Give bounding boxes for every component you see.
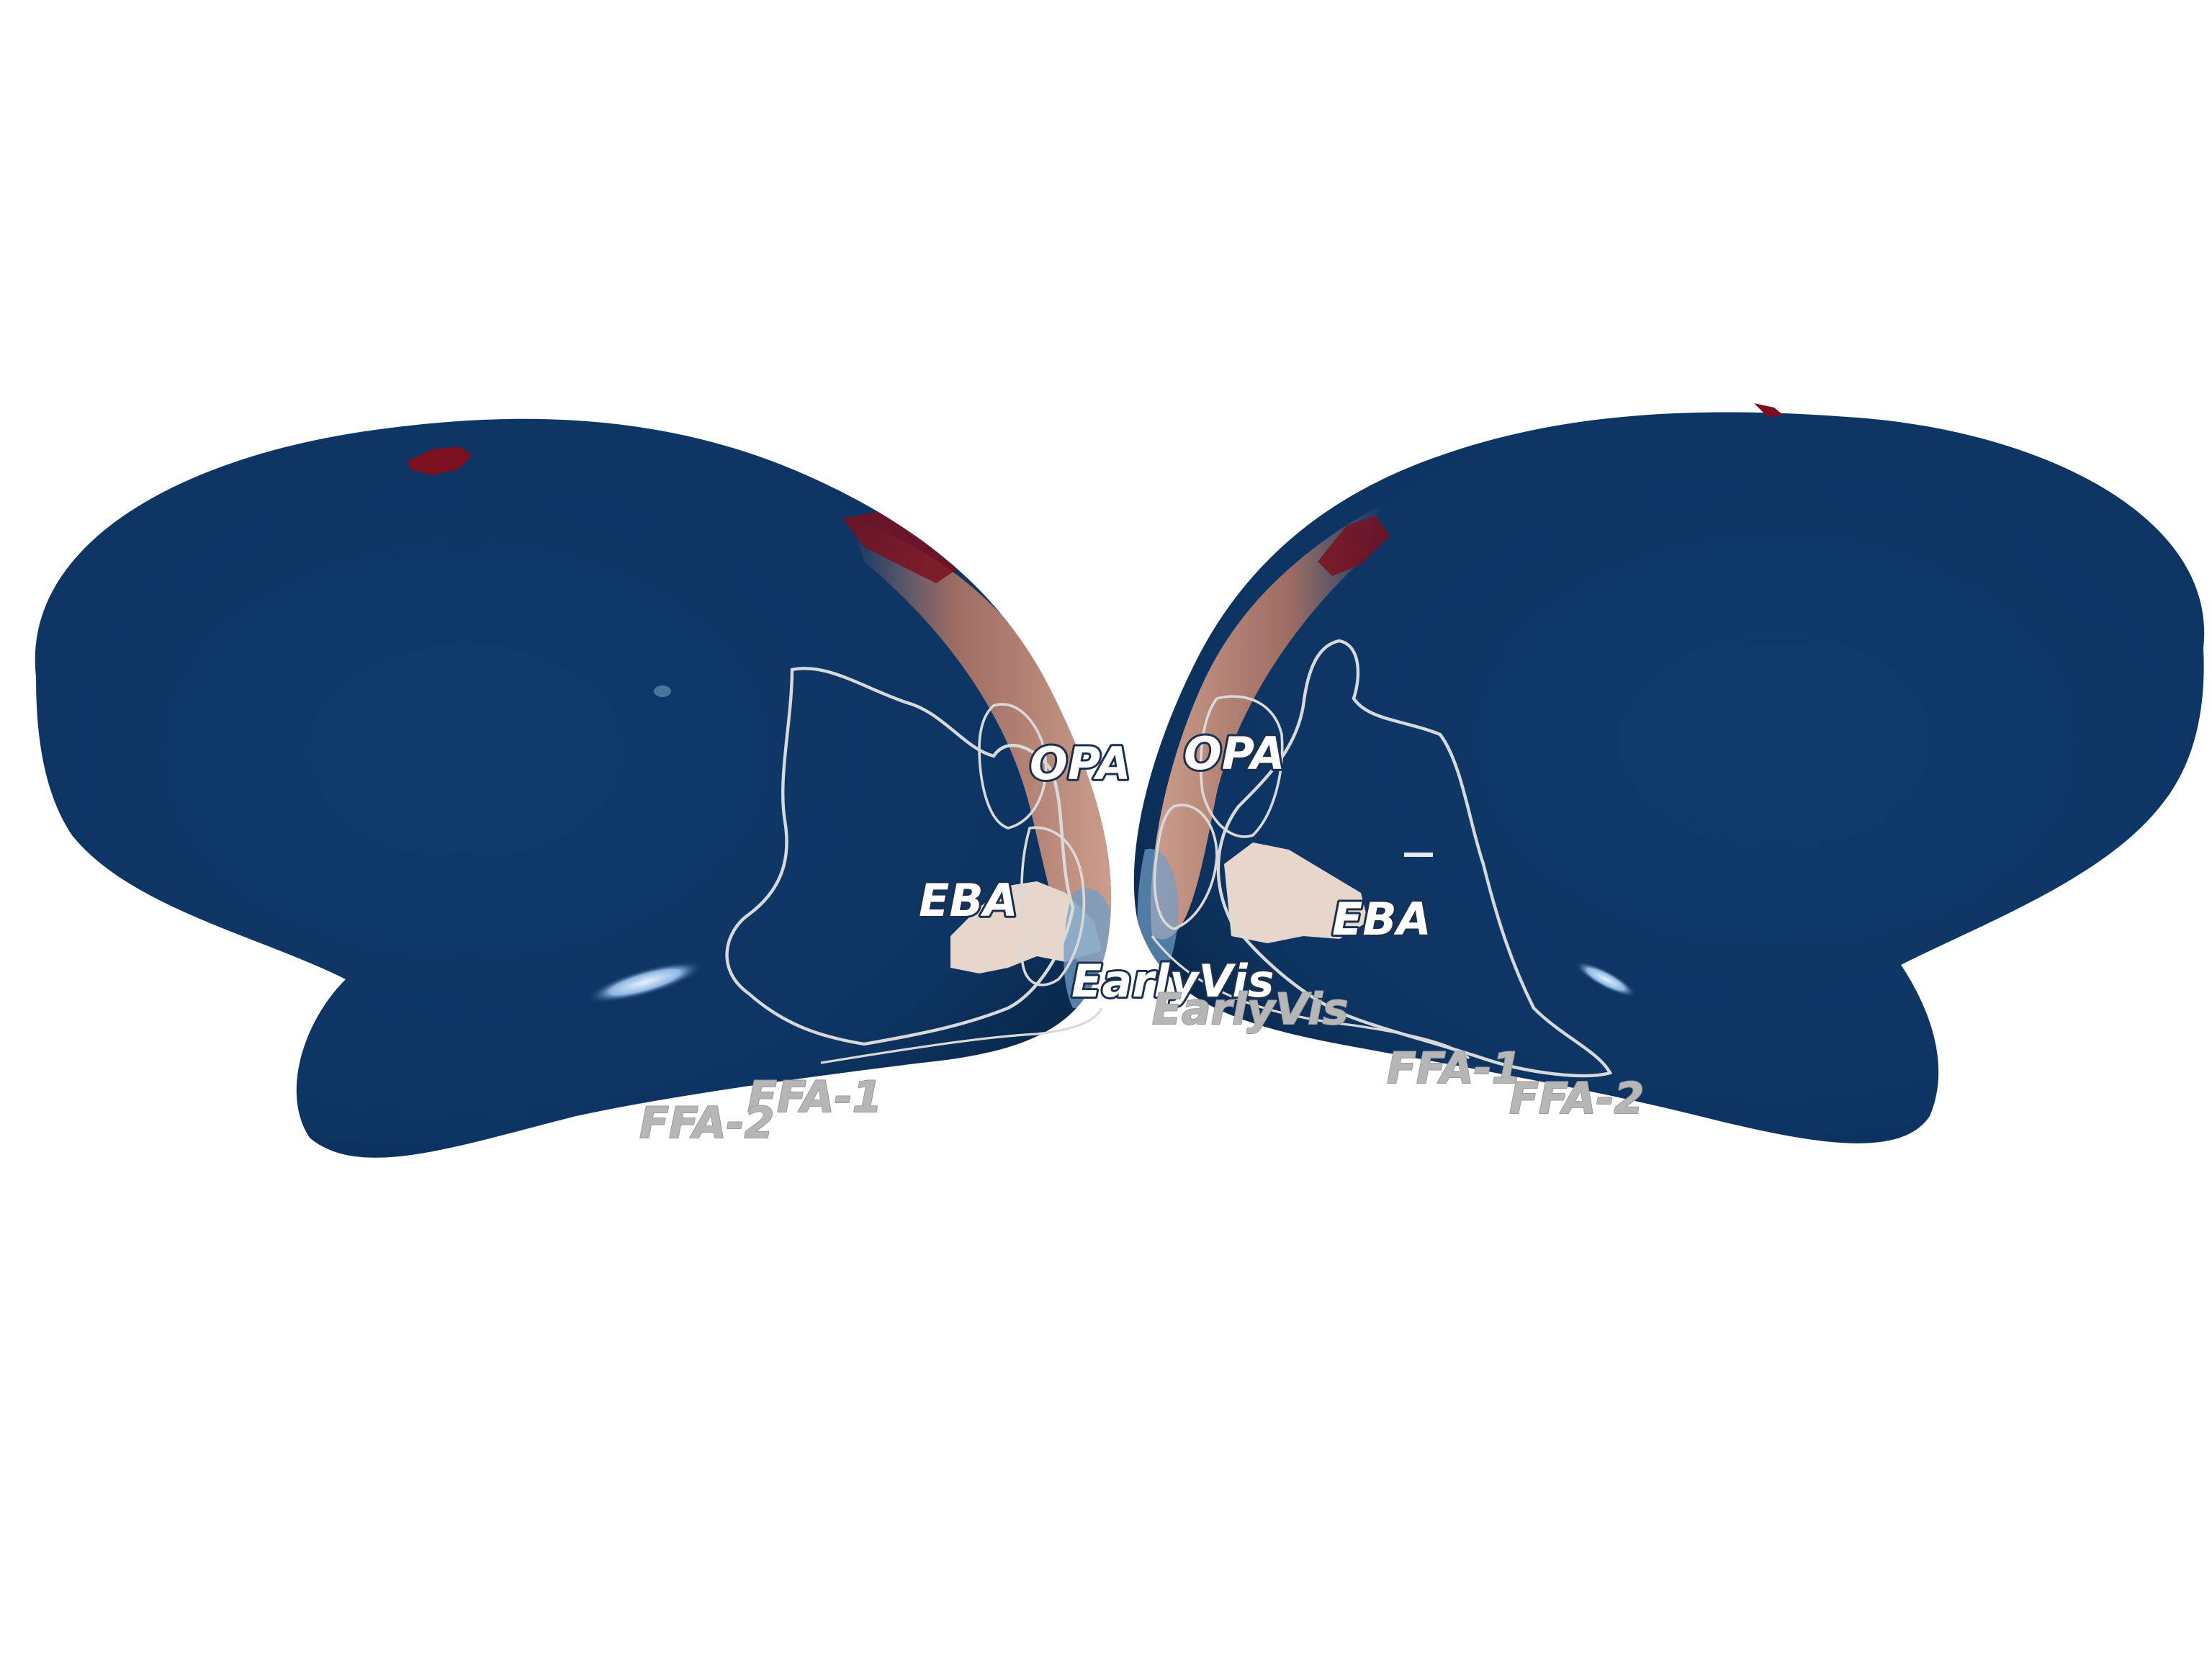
left-roi-outline-large — [725, 667, 1075, 1046]
right-label-ffa2: FFA-2 — [1509, 1074, 1644, 1124]
right-roi-labels: OPA EBA EarlyVis FFA-1 FFA-2 — [1151, 725, 1645, 1125]
right-label-opa: OPA — [1184, 727, 1285, 780]
right-parietal-activation-dark — [1318, 516, 1390, 576]
left-label-earlyvis: EarlyVis — [1071, 955, 1274, 1007]
left-label-ffa2: FFA-2 — [639, 1098, 774, 1148]
right-small-highlight — [1404, 853, 1433, 857]
left-roi-outline-earlyvis — [1020, 826, 1086, 986]
left-dorsal-activation-spot — [408, 446, 472, 475]
left-label-eba: EBA — [919, 874, 1018, 927]
right-label-eba: EBA — [1332, 893, 1431, 945]
right-roi-outline-large — [1216, 639, 1613, 1078]
left-cortex-surface — [35, 418, 1112, 1158]
right-label-earlyvis: EarlyVis — [1152, 984, 1348, 1035]
left-roi-labels: OPA EBA EarlyVis FFA-1 FFA-2 — [639, 735, 1276, 1149]
right-ventral-highlight — [1575, 961, 1637, 997]
left-label-ffa1: FFA-1 — [747, 1072, 882, 1123]
left-roi-outline-ventral — [820, 1007, 1103, 1064]
right-label-ffa1: FFA-1 — [1387, 1043, 1521, 1094]
left-label-opa: OPA — [1030, 737, 1130, 790]
right-roi-outline-earlyvis — [1153, 804, 1218, 930]
right-cortex-surface — [1133, 412, 2205, 1143]
left-roi-outline-opa — [978, 703, 1048, 830]
right-roi-outline-opa — [1199, 695, 1284, 838]
right-eba-activation — [1224, 842, 1368, 943]
right-roi-outline-ventral — [1151, 935, 1470, 1060]
right-hemisphere — [1133, 403, 2205, 1143]
left-small-highlight — [654, 685, 671, 697]
right-occipital-activation — [1151, 504, 1382, 940]
left-hemisphere — [35, 418, 1112, 1158]
left-ventral-highlight — [587, 961, 703, 1003]
left-parietal-activation-dark — [842, 511, 958, 583]
left-occipital-activation — [850, 518, 1112, 970]
right-dorsal-activation-spot — [1754, 403, 1783, 418]
